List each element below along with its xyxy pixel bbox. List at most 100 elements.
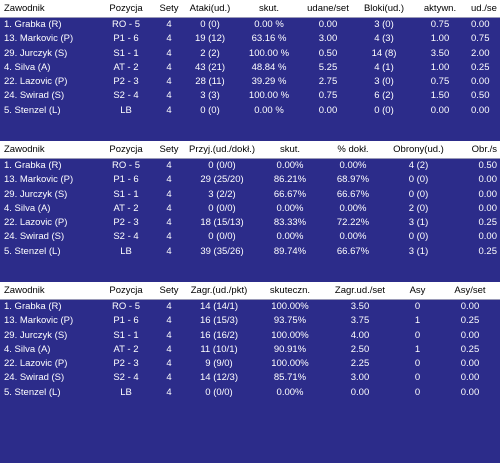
table-row[interactable]: 5. Stenzel (L) LB 4 39 (35/26) 89.74% 66.67% 3… <box>0 245 500 259</box>
digs-per-set-cell: 0.50 <box>478 160 498 171</box>
header-sety[interactable]: Sety <box>155 282 183 300</box>
table-row[interactable]: 1. Grabka (R) RO - 5 4 14 (14/1) 100.00% 3.50… <box>0 300 500 315</box>
sets-cell: 4 <box>166 174 172 186</box>
reception-eff-cell: 83.33% <box>273 217 307 229</box>
header-obr-set[interactable]: Obr./s <box>450 141 500 159</box>
blocks-cell: 4 (1) <box>374 61 394 73</box>
table-row[interactable]: 1. Grabka (R) RO - 5 4 0 (0/0) 0.00% 0.00% 4 (… <box>0 159 500 174</box>
table-row[interactable]: 13. Markovic (P) P1 - 6 4 16 (15/3) 93.75% 3.… <box>0 314 500 328</box>
attacks-cell: 43 (21) <box>194 61 226 73</box>
blocks-per-set-cell: 0.00 <box>471 19 490 30</box>
serve-eff-cell: 100.00% <box>271 301 309 312</box>
header-ataki[interactable]: Ataki(ud.) <box>183 0 237 18</box>
position-cell: P2 - 3 <box>113 217 139 229</box>
table-row[interactable]: 4. Silva (A) AT - 2 4 43 (21) 48.84 % 5.25 4 (… <box>0 61 500 75</box>
digs-cell: 0 (0) <box>408 174 429 186</box>
table-row[interactable]: 24. Swirad (S) S2 - 4 4 0 (0/0) 0.00% 0.00% 0 … <box>0 230 500 244</box>
player-name-cell: 5. Stenzel (L) <box>4 245 61 257</box>
table-row[interactable]: 29. Jurczyk (S) S1 - 1 4 3 (2/2) 66.67% 66.67… <box>0 188 500 202</box>
header-skut[interactable]: skut. <box>261 141 319 159</box>
blocks-per-set-cell: 0.50 <box>471 90 490 102</box>
aces-cell: 0 <box>414 358 421 370</box>
table-row[interactable]: 13. Markovic (P) P1 - 6 4 19 (12) 63.16 % 3.0… <box>0 32 500 46</box>
header-proc-dokl[interactable]: % dokł. <box>319 141 387 159</box>
table-row[interactable]: 13. Markovic (P) P1 - 6 4 29 (25/20) 86.21% 6… <box>0 173 500 187</box>
aces-per-set-cell: 0.00 <box>460 301 480 312</box>
header-zawodnik[interactable]: Zawodnik <box>0 282 97 300</box>
serves-per-set-cell: 2.25 <box>350 358 370 370</box>
attack-stats-table: Zawodnik Pozycja Sety Ataki(ud.) skut. u… <box>0 0 500 118</box>
header-asy-set[interactable]: Asy/set <box>440 282 500 300</box>
header-pozycja[interactable]: Pozycja <box>97 0 155 18</box>
position-cell: AT - 2 <box>113 343 139 355</box>
table-row[interactable]: 29. Jurczyk (S) S1 - 1 4 16 (16/2) 100.00% 4.… <box>0 329 500 343</box>
player-name-cell: 5. Stenzel (L) <box>4 104 61 116</box>
player-name-cell: 22. Lazovic (P) <box>4 217 68 229</box>
position-cell: P2 - 3 <box>113 358 139 370</box>
sets-cell: 4 <box>166 301 172 312</box>
player-name-cell: 1. Grabka (R) <box>4 301 62 312</box>
header-skutecz[interactable]: skuteczn. <box>255 282 325 300</box>
table-row[interactable]: 5. Stenzel (L) LB 4 0 (0) 0.00 % 0.00 0 (0) 0.0… <box>0 104 500 118</box>
table-row[interactable]: 24. Swirad (S) S2 - 4 4 14 (12/3) 85.71% 3.00… <box>0 371 500 385</box>
header-zagr-ud-set[interactable]: Zagr.ud./set <box>325 282 395 300</box>
player-name-cell: 29. Jurczyk (S) <box>4 188 68 200</box>
table-row[interactable]: 29. Jurczyk (S) S1 - 1 4 2 (2) 100.00 % 0.50 1… <box>0 47 500 61</box>
table-row[interactable]: 24. Swirad (S) S2 - 4 4 3 (3) 100.00 % 0.75 6 … <box>0 89 500 103</box>
attack-header-row: Zawodnik Pozycja Sety Ataki(ud.) skut. u… <box>0 0 500 18</box>
table-row[interactable]: 5. Stenzel (L) LB 4 0 (0/0) 0.00% 0.00 0 0.00 <box>0 386 500 400</box>
attacks-cell: 28 (11) <box>195 76 225 88</box>
sets-cell: 4 <box>166 231 172 243</box>
sets-cell: 4 <box>166 329 172 341</box>
serve-eff-cell: 85.71% <box>273 372 307 384</box>
blocks-per-set-cell: 0.00 <box>471 104 490 116</box>
reception-eff-cell: 0.00% <box>276 202 304 214</box>
activity-cell: 0.75 <box>430 19 450 30</box>
sets-cell: 4 <box>166 160 172 171</box>
digs-per-set-cell: 0.00 <box>478 188 498 200</box>
header-ud-set[interactable]: ud./se <box>467 0 500 18</box>
header-przyj[interactable]: Przyj.(ud./dokł.) <box>183 141 261 159</box>
header-pozycja[interactable]: Pozycja <box>97 141 155 159</box>
attack-eff-cell: 63.16 % <box>251 33 287 45</box>
header-sety[interactable]: Sety <box>155 0 183 18</box>
header-bloki[interactable]: Bloki(ud.) <box>355 0 413 18</box>
header-skut[interactable]: skut. <box>237 0 301 18</box>
table-row[interactable]: 1. Grabka (R) RO - 5 4 0 (0) 0.00 % 0.00 3 (0)… <box>0 18 500 33</box>
table-row[interactable]: 22. Lazovic (P) P2 - 3 4 18 (15/13) 83.33% 72… <box>0 216 500 230</box>
header-zagr[interactable]: Zagr.(ud./pkt) <box>183 282 255 300</box>
blocks-per-set-cell: 0.25 <box>471 61 490 73</box>
successful-per-set-cell: 3.00 <box>318 33 338 45</box>
accuracy-pct-cell: 0.00% <box>339 202 367 214</box>
digs-cell: 3 (1) <box>408 217 429 229</box>
player-name-cell: 24. Swirad (S) <box>4 372 65 384</box>
header-zawodnik[interactable]: Zawodnik <box>0 0 97 18</box>
table-row[interactable]: 4. Silva (A) AT - 2 4 0 (0/0) 0.00% 0.00% 2 (0… <box>0 202 500 216</box>
accuracy-pct-cell: 66.67% <box>336 188 370 200</box>
header-sety[interactable]: Sety <box>155 141 183 159</box>
attacks-cell: 3 (3) <box>200 90 220 102</box>
serves-cell: 14 (12/3) <box>199 372 239 384</box>
serves-cell: 9 (9/0) <box>205 358 233 370</box>
activity-cell: 0.75 <box>430 76 450 88</box>
header-zawodnik[interactable]: Zawodnik <box>0 141 97 159</box>
digs-per-set-cell: 0.00 <box>478 202 498 214</box>
header-asy[interactable]: Asy <box>395 282 440 300</box>
serve-stats-panel: Zawodnik Pozycja Sety Zagr.(ud./pkt) sku… <box>0 282 500 400</box>
table-row[interactable]: 22. Lazovic (P) P2 - 3 4 28 (11) 39.29 % 2.75… <box>0 75 500 89</box>
header-pozycja[interactable]: Pozycja <box>97 282 155 300</box>
table-row[interactable]: 22. Lazovic (P) P2 - 3 4 9 (9/0) 100.00% 2.25… <box>0 357 500 371</box>
blocks-cell: 0 (0) <box>374 104 394 116</box>
sets-cell: 4 <box>166 33 172 45</box>
header-obrony[interactable]: Obrony(ud.) <box>387 141 450 159</box>
position-cell: P1 - 6 <box>113 174 139 186</box>
serves-per-set-cell: 3.50 <box>350 301 370 312</box>
successful-per-set-cell: 0.75 <box>318 90 338 102</box>
header-udane-set[interactable]: udane/set <box>301 0 355 18</box>
table-row[interactable]: 4. Silva (A) AT - 2 4 11 (10/1) 90.91% 2.50 1 0… <box>0 343 500 357</box>
accuracy-pct-cell: 0.00% <box>339 231 367 243</box>
aces-cell: 0 <box>414 372 421 384</box>
header-aktywn[interactable]: aktywn. <box>413 0 467 18</box>
serves-per-set-cell: 0.00 <box>350 386 370 398</box>
aces-per-set-cell: 0.00 <box>460 386 480 398</box>
